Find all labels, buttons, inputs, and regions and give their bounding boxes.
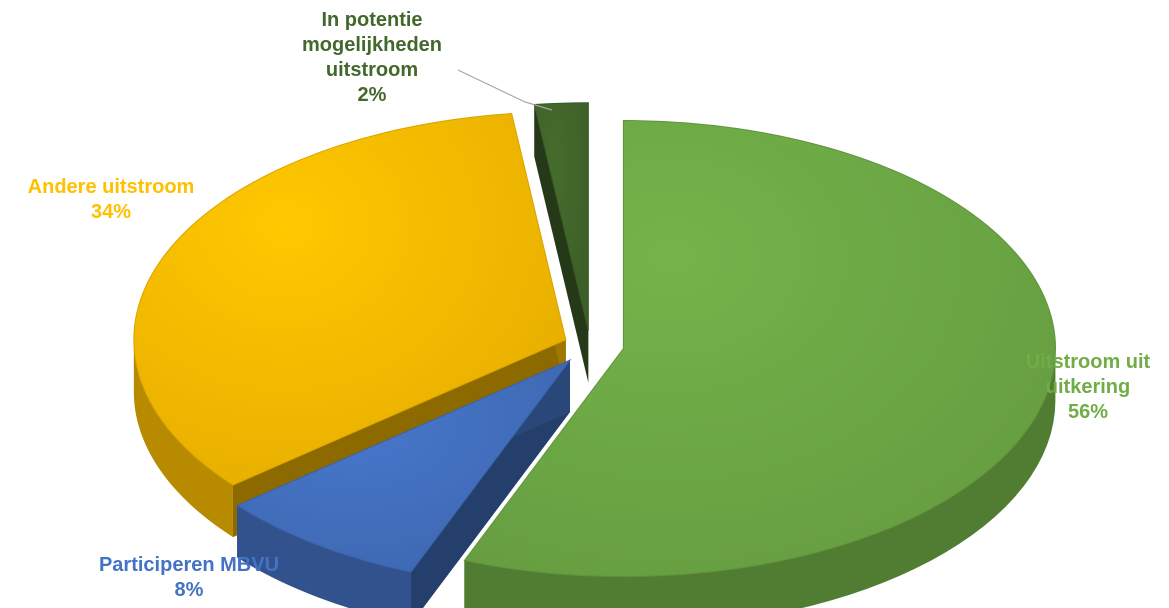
- slice-3-body: [534, 104, 589, 383]
- slice-label-participeren-mbvu: Participeren MBVU 8%: [64, 553, 314, 603]
- slice-label-line: In potentie: [321, 9, 423, 31]
- slice-percent: 56%: [1067, 401, 1109, 423]
- slice-2-side: [133, 339, 233, 538]
- slice-label-andere-uitstroom: Andere uitstroom 34%: [0, 175, 222, 225]
- slice-3-wall: [534, 104, 589, 383]
- slice-label-line: uitstroom: [325, 59, 419, 81]
- slice-label-uitstroom-uit-uitkering: Uitstroom uit uitkering 56%: [1008, 350, 1168, 425]
- slice-2-top: [133, 113, 567, 486]
- slice-1-side: [237, 505, 411, 608]
- slice-1-top: [236, 358, 572, 573]
- slice-label-line: Uitstroom uit: [1025, 351, 1151, 373]
- slice-percent: 2%: [357, 84, 387, 106]
- slice-label-line: Andere uitstroom: [27, 176, 195, 198]
- slice-0-side: [464, 348, 1056, 608]
- slice-label-line: mogelijkheden: [301, 34, 443, 56]
- slice-0-top: [463, 120, 1056, 577]
- slice-label-line: uitkering: [1045, 376, 1131, 398]
- slice-label-in-potentie: In potentie mogelijkheden uitstroom 2%: [272, 8, 472, 108]
- slice-tops: [133, 102, 1056, 577]
- slice-percent: 8%: [174, 579, 204, 601]
- slice-label-line: Participeren MBVU: [98, 554, 280, 576]
- slice-percent: 34%: [90, 201, 132, 223]
